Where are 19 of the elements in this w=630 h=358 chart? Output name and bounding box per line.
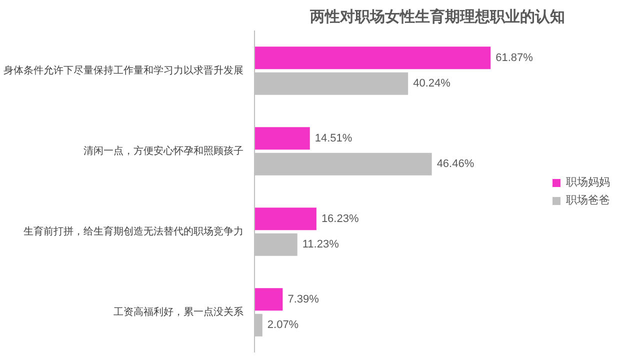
y-tick-label: 清闲一点，方便安心怀孕和照顾孩子 <box>84 144 244 157</box>
y-tick-label: 身体条件允许下尽量保持工作量和学习力以求晋升发展 <box>4 64 244 76</box>
y-tick-label: 生育前打拼，给生育期创造无法替代的职场竞争力 <box>24 225 244 238</box>
data-label: 46.46% <box>436 158 474 170</box>
data-label: 14.51% <box>314 132 352 144</box>
legend-label: 职场爸爸 <box>566 194 610 208</box>
data-label: 7.39% <box>288 293 320 306</box>
bar <box>254 208 316 230</box>
bar <box>254 288 283 311</box>
y-tick-label: 工资高福利好，累一点没关系 <box>114 306 244 318</box>
data-label: 11.23% <box>302 238 340 251</box>
data-label: 16.23% <box>321 212 359 225</box>
bar <box>254 46 491 70</box>
data-label: 40.24% <box>413 78 451 90</box>
data-label: 2.07% <box>267 319 299 332</box>
legend-label: 职场妈妈 <box>566 176 610 190</box>
chart-title: 两性对职场女性生育期理想职业的认知 <box>309 8 565 26</box>
data-label: 61.87% <box>496 52 534 64</box>
bar <box>254 127 310 150</box>
